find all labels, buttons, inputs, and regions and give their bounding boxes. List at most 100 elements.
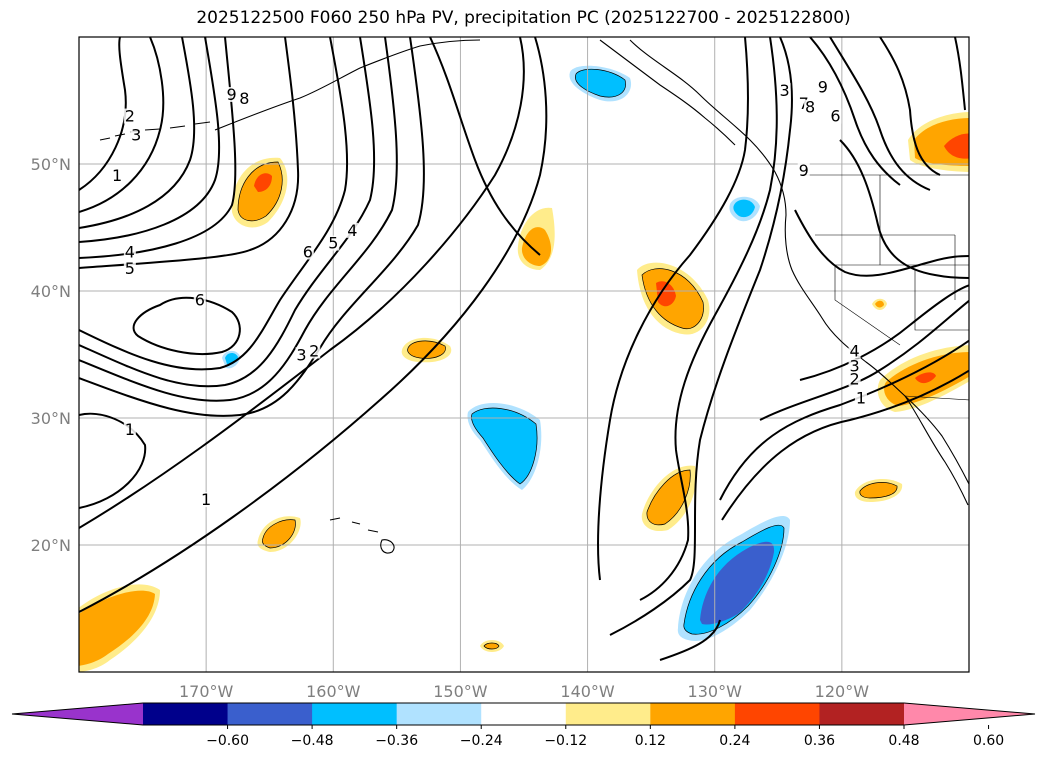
precip-outline	[575, 68, 626, 98]
precip-area	[254, 173, 272, 192]
contour-label: 2	[309, 342, 319, 361]
colorbar-segment	[819, 703, 905, 725]
colorbar-tick-label: −0.48	[291, 733, 334, 749]
coastline-baja	[904, 395, 969, 506]
colorbar-tick-label: −0.60	[206, 733, 249, 749]
pv-contour	[79, 412, 147, 509]
contour-label: 4	[347, 221, 357, 240]
colorbar-segment	[734, 703, 820, 725]
precip-outline	[646, 469, 691, 526]
contour-label-bg	[848, 343, 861, 359]
precip-area	[656, 281, 676, 307]
precip-area	[471, 408, 538, 484]
precip-area	[733, 199, 755, 218]
contour-label: 4	[849, 342, 859, 361]
coastline-panhandle	[599, 39, 736, 146]
colorbar-segment	[227, 703, 313, 725]
contour-label: 2	[849, 369, 859, 388]
contour-label: 3	[849, 357, 859, 376]
precip-positive-areas	[79, 112, 969, 672]
precip-area	[944, 133, 969, 159]
pv-contours	[79, 37, 969, 661]
colorbar-tick-label: −0.12	[544, 733, 587, 749]
contour-label: 3	[131, 126, 141, 145]
precip-area	[79, 590, 155, 666]
pv-contour	[79, 37, 398, 402]
colorbar-tick-label: −0.36	[375, 733, 418, 749]
lon-tick-label: 170°W	[179, 682, 234, 701]
precip-outline	[641, 268, 704, 330]
contour-label-bg	[123, 422, 136, 438]
precip-area	[521, 227, 552, 266]
pv-contour	[79, 37, 376, 388]
precip-outline	[683, 524, 785, 635]
contour-label: 1	[125, 420, 135, 439]
precip-outline	[471, 407, 538, 485]
pv-contour	[132, 296, 241, 355]
contour-label: 6	[303, 242, 313, 261]
pv-contour	[597, 37, 750, 581]
contour-label: 9	[799, 161, 809, 180]
coastline-north-america	[629, 39, 969, 486]
precip-outline	[483, 642, 500, 650]
contour-label-bg	[295, 347, 308, 363]
precip-area	[859, 482, 898, 498]
lat-tick-label: 50°N	[31, 155, 71, 174]
contour-label: 1	[856, 388, 866, 407]
pv-contour	[79, 37, 300, 269]
pv-contour	[659, 619, 721, 661]
lon-tick-label: 150°W	[433, 682, 488, 701]
contour-label: 8	[805, 98, 815, 117]
contour-label: 3	[296, 345, 306, 364]
precip-area	[262, 519, 296, 548]
pv-contour	[79, 37, 425, 417]
contour-label: 5	[125, 259, 135, 278]
contour-label: 1	[112, 166, 122, 185]
pv-contour	[721, 369, 969, 521]
contour-label: 6	[195, 291, 205, 310]
pv-contour	[79, 37, 349, 371]
pv-contour	[79, 37, 165, 213]
contour-label: 9	[818, 77, 828, 96]
contour-label: 8	[239, 89, 249, 108]
precip-outline	[262, 519, 296, 549]
colorbar-tick-label: 0.60	[973, 733, 1004, 749]
precip-area	[875, 300, 884, 308]
colorbar-outline	[11, 702, 1036, 726]
contour-label: 2	[125, 107, 135, 126]
colorbar: −0.60 −0.48 −0.36 −0.24 −0.12 0.12 0.24 0.36 0.4…	[11, 702, 1036, 749]
lat-tick-labels: 50°N 40°N 30°N 20°N	[31, 155, 71, 555]
pv-contour	[829, 37, 931, 191]
colorbar-segment	[312, 703, 398, 725]
colorbar-tick-label: 0.36	[804, 733, 835, 749]
precip-area	[484, 643, 499, 649]
contour-label: 1	[201, 490, 211, 509]
contour-label: 6	[830, 107, 840, 126]
contour-label: 3	[780, 81, 790, 100]
pv-contour	[879, 37, 941, 176]
contour-label-bg	[829, 108, 842, 124]
lon-tick-label: 120°W	[815, 682, 870, 701]
contour-label-bg	[130, 127, 143, 143]
us-mexico-border	[904, 395, 969, 401]
contour-label-bg	[797, 163, 810, 179]
contour-label-bg	[123, 244, 136, 260]
pv-contour	[79, 37, 548, 613]
pv-contour	[809, 37, 901, 186]
lon-tick-labels: 170°W 160°W 150°W 140°W 130°W 120°W	[179, 682, 869, 701]
colorbar-tick-label: 0.24	[719, 733, 750, 749]
colorbar-tick-label: −0.24	[460, 733, 503, 749]
colorbar-extend-high	[904, 703, 1035, 725]
lon-tick-label: 160°W	[306, 682, 361, 701]
pv-contour	[954, 37, 966, 111]
pv-contour	[429, 37, 541, 256]
pv-contour	[609, 37, 793, 636]
contour-label-bg	[123, 260, 136, 276]
colorbar-tick-label: 0.48	[888, 733, 919, 749]
hawaii-islands	[329, 517, 395, 554]
lat-tick-label: 30°N	[31, 409, 71, 428]
lat-tick-label: 40°N	[31, 282, 71, 301]
contour-label: 9	[226, 85, 236, 104]
